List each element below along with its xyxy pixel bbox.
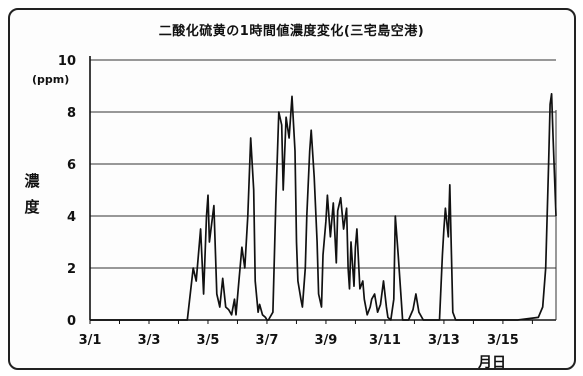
x-axis-label: 月日	[478, 355, 506, 371]
y-tick-label: 10	[58, 54, 76, 69]
x-tick-label: 3/9	[315, 333, 338, 348]
y-tick-label: 6	[67, 158, 76, 173]
x-tick-label: 3/7	[256, 333, 279, 348]
y-axis-label-char: 度	[24, 198, 40, 216]
y-tick-label: 2	[67, 262, 76, 277]
y-tick-label: 8	[67, 106, 76, 121]
y-tick-label: 4	[67, 210, 76, 225]
so2-concentration-line	[90, 92, 557, 321]
y-axis-label: 濃度	[22, 168, 42, 220]
x-tick-label: 3/3	[138, 333, 161, 348]
y-tick-label: 0	[67, 314, 76, 329]
x-tick-label: 3/5	[197, 333, 220, 348]
chart-frame	[8, 8, 576, 370]
x-tick-label: 3/11	[369, 333, 401, 348]
y-axis-label-char: 濃	[24, 172, 40, 190]
x-tick-label: 3/15	[487, 333, 519, 348]
x-tick-label: 3/13	[428, 333, 460, 348]
chart-title: 二酸化硫黄の1時間値濃度変化(三宅島空港)	[158, 24, 425, 39]
y-axis-unit: (ppm)	[32, 73, 70, 86]
x-tick-label: 3/1	[79, 333, 102, 348]
